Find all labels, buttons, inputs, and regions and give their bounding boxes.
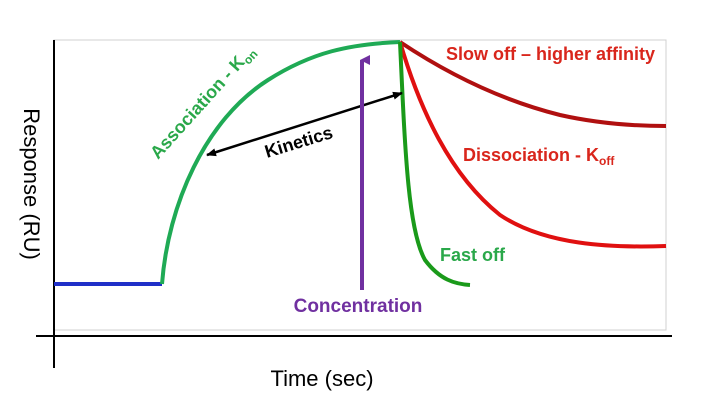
x-axis-label: Time (sec) (270, 366, 373, 391)
y-axis-label: Response (RU) (19, 108, 44, 260)
dissociation-label: Dissociation - Koff (463, 145, 615, 168)
slow-off-label: Slow off – higher affinity (446, 44, 655, 64)
kinetics-arrow (206, 91, 403, 157)
fast-off-curve (398, 41, 471, 287)
dissociation-label-sub: off (599, 154, 615, 168)
dissociation-curve (398, 41, 667, 249)
concentration-label: Concentration (294, 296, 423, 317)
kinetics-label: Kinetics (262, 122, 335, 162)
slow-off-curve (398, 40, 667, 128)
fast-off-label: Fast off (440, 245, 506, 265)
association-curve (160, 40, 401, 285)
dissociation-label-main: Dissociation - K (463, 145, 599, 165)
